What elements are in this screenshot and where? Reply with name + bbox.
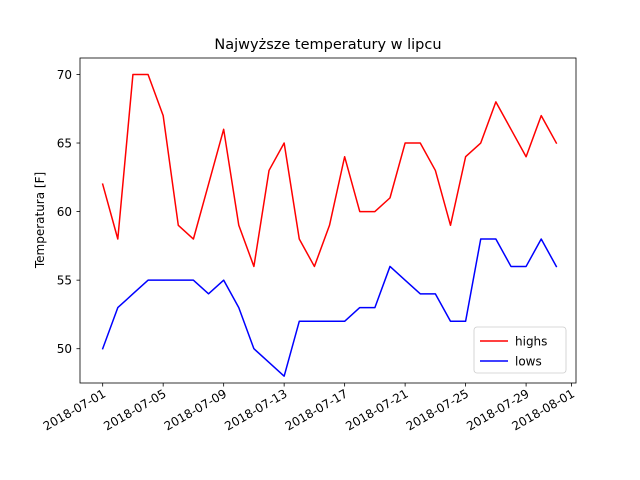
y-axis-label: Temperatura [F] — [33, 172, 47, 269]
legend-label-highs: highs — [515, 334, 547, 348]
series-line-highs — [101, 73, 558, 268]
legend-label-lows: lows — [515, 354, 542, 368]
y-tick-label-55: 55 — [57, 273, 72, 287]
y-tick-label-65: 65 — [57, 136, 72, 150]
series-line-lows — [101, 238, 558, 377]
axes-frame — [79, 57, 577, 384]
y-tick-label-60: 60 — [57, 205, 72, 219]
y-tick-label-50: 50 — [57, 342, 72, 356]
chart-title: Najwyższe temperatury w lipcu — [214, 37, 441, 53]
y-tick-label-70: 70 — [57, 68, 72, 82]
